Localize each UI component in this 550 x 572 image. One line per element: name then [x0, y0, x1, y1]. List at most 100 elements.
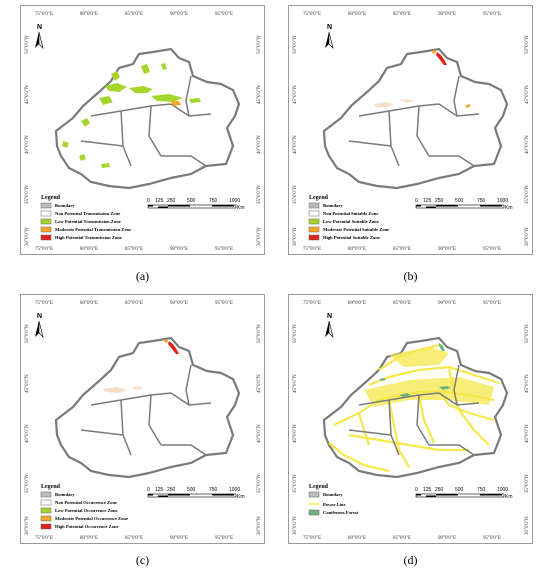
lat-label: 40°0'0"N [25, 135, 30, 154]
lon-label: 95°0'0"E [483, 12, 501, 17]
lon-label: 80°0'0"E [80, 536, 98, 541]
scale-tick: 125 [423, 487, 432, 493]
legend-item-label: Moderate Potential Suitable Zone [323, 227, 389, 232]
scale-tick: 1000 [497, 198, 508, 204]
lat-label: 40°0'0"N [525, 135, 530, 154]
lon-label: 85°0'0"E [125, 12, 143, 17]
lon-labels-top: 75°0'0"E 80°0'0"E 85°0'0"E 90°0'0"E 95°0… [35, 301, 233, 306]
risk-patches [374, 50, 471, 108]
boundary-swatch [308, 491, 320, 498]
risk-patches [103, 339, 179, 393]
lon-label: 80°0'0"E [80, 301, 98, 306]
legend-title: Legend [309, 484, 329, 490]
north-label: N [327, 313, 332, 320]
map-panel-a: 75°0'0"E 80°0'0"E 85°0'0"E 90°0'0"E 95°0… [20, 5, 265, 255]
scale-bar: 0 125 250 500 750 1000 Km [415, 198, 513, 211]
scale-bar: 0 125 250 500 750 1000 Km [147, 487, 245, 500]
lat-label: 45°0'0"N [257, 85, 262, 104]
map-panel-b: 75°0'0"E 80°0'0"E 85°0'0"E 90°0'0"E 95°0… [288, 5, 533, 255]
lon-label: 90°0'0"E [170, 247, 188, 252]
lon-label: 90°0'0"E [438, 247, 456, 252]
lat-labels-right: 50°0'0"N 45°0'0"N 40°0'0"N 35°0'0"N 30°0… [525, 324, 530, 535]
legend-item-label: Low Potential Suitable Zone [323, 219, 379, 224]
lon-label: 95°0'0"E [215, 301, 233, 306]
lon-label: 75°0'0"E [35, 12, 53, 17]
legend-title: Legend [41, 484, 61, 490]
boundary-swatch [308, 202, 320, 209]
lon-label: 90°0'0"E [438, 536, 456, 541]
lat-labels-left: 50°0'0"N 45°0'0"N 40°0'0"N 35°0'0"N 30°0… [25, 35, 30, 246]
lon-label: 95°0'0"E [215, 536, 233, 541]
lat-label: 30°0'0"N [525, 516, 530, 535]
legend-boundary-label: Boundary [55, 492, 75, 497]
lat-label: 45°0'0"N [25, 85, 30, 104]
legend-item-label: Low Potential Transmission Zone [55, 219, 121, 224]
lat-label: 45°0'0"N [257, 374, 262, 393]
lon-label: 80°0'0"E [80, 247, 98, 252]
lat-label: 50°0'0"N [293, 35, 298, 54]
scale-tick: 125 [155, 487, 164, 493]
scale-tick: 1000 [229, 198, 240, 204]
lat-label: 35°0'0"N [293, 474, 298, 493]
legend-swatch [40, 218, 52, 225]
legend-swatch [308, 226, 320, 233]
lon-label: 75°0'0"E [35, 247, 53, 252]
lat-label: 45°0'0"N [293, 374, 298, 393]
lat-label: 45°0'0"N [525, 85, 530, 104]
north-label: N [37, 313, 42, 320]
map-panel-d: 75°0'0"E 80°0'0"E 85°0'0"E 90°0'0"E 95°0… [288, 294, 533, 544]
scale-tick: 250 [167, 198, 176, 204]
lon-labels-top: 75°0'0"E 80°0'0"E 85°0'0"E 90°0'0"E 95°0… [35, 12, 233, 17]
lat-label: 35°0'0"N [25, 474, 30, 493]
lat-label: 50°0'0"N [525, 324, 530, 343]
map-b-svg: 75°0'0"E 80°0'0"E 85°0'0"E 90°0'0"E 95°0… [293, 12, 530, 252]
scale-tick: 250 [167, 487, 176, 493]
lat-label: 30°0'0"N [25, 516, 30, 535]
lat-labels-right: 50°0'0"N 45°0'0"N 40°0'0"N 35°0'0"N 30°0… [525, 35, 530, 246]
legend-swatch [308, 509, 320, 516]
scale-unit: Km [505, 205, 513, 211]
legend-item-label: High Potential Occurrence Zone [55, 524, 119, 529]
scale-tick: 125 [423, 198, 432, 204]
lat-label: 30°0'0"N [525, 227, 530, 246]
legend-item-label: Coniferous Forest [323, 510, 359, 515]
scale-tick: 500 [455, 487, 464, 493]
lon-label: 90°0'0"E [438, 301, 456, 306]
lon-labels-top: 75°0'0"E 80°0'0"E 85°0'0"E 90°0'0"E 95°0… [303, 12, 501, 17]
caption-a: (a) [135, 269, 150, 283]
scale-tick: 500 [455, 198, 464, 204]
scale-tick: 1000 [229, 487, 240, 493]
legend-boundary-label: Boundary [55, 203, 75, 208]
legend-item-label: Non Potential Suitable Zone [323, 211, 378, 216]
legend: Legend Boundary Power Line Coniferous Fo… [308, 484, 359, 516]
north-arrow: N [35, 313, 44, 338]
lon-labels-bottom: 75°0'0"E 80°0'0"E 85°0'0"E 90°0'0"E 95°0… [303, 247, 501, 252]
lat-label: 45°0'0"N [293, 85, 298, 104]
lat-label: 30°0'0"N [25, 227, 30, 246]
lat-label: 50°0'0"N [25, 35, 30, 54]
scale-tick: 500 [187, 487, 196, 493]
scale-tick: 0 [147, 487, 150, 493]
north-arrow: N [35, 24, 44, 49]
scale-unit: Km [237, 205, 245, 211]
boundary-swatch [40, 491, 52, 498]
lon-label: 95°0'0"E [215, 12, 233, 17]
lat-label: 40°0'0"N [293, 135, 298, 154]
scale-tick: 1000 [497, 487, 508, 493]
lon-label: 85°0'0"E [125, 247, 143, 252]
lat-label: 40°0'0"N [257, 424, 262, 443]
lon-label: 85°0'0"E [125, 301, 143, 306]
legend-item-label: Low Potential Occurrence Zone [55, 508, 118, 513]
lat-label: 30°0'0"N [257, 227, 262, 246]
map-d-svg: 75°0'0"E 80°0'0"E 85°0'0"E 90°0'0"E 95°0… [293, 301, 530, 541]
legend-swatch [40, 523, 52, 530]
lon-label: 85°0'0"E [125, 536, 143, 541]
legend-swatch [40, 507, 52, 514]
legend: Legend Boundary Non Potential Suitable Z… [308, 195, 389, 241]
scale-tick: 500 [187, 198, 196, 204]
lon-label: 95°0'0"E [215, 247, 233, 252]
map-panel-c: 75°0'0"E 80°0'0"E 85°0'0"E 90°0'0"E 95°0… [20, 294, 265, 544]
legend-title: Legend [41, 195, 61, 201]
xinjiang-map [322, 47, 509, 190]
legend-boundary-label: Boundary [323, 203, 343, 208]
